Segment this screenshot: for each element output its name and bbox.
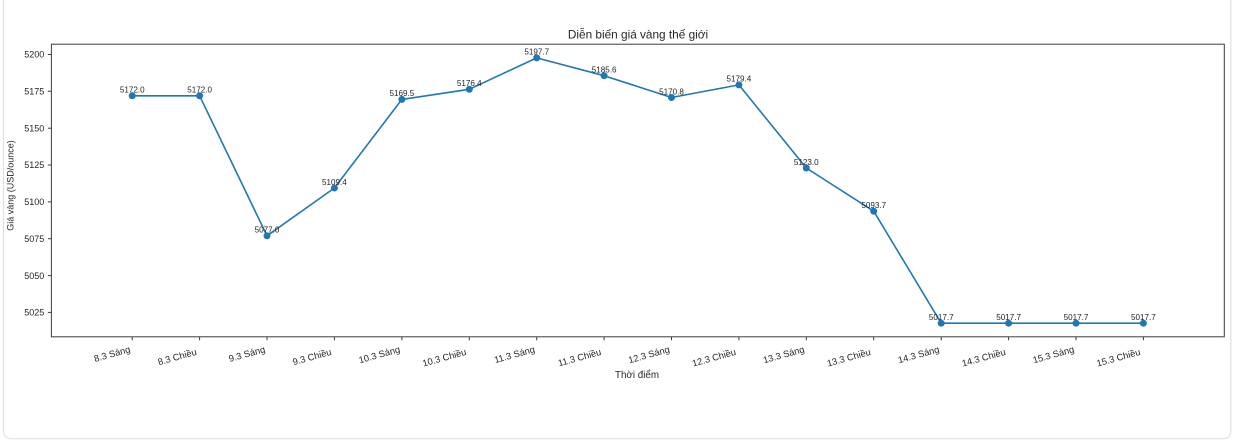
svg-text:5176.4: 5176.4 — [457, 79, 482, 88]
svg-text:8.3 Chiều: 8.3 Chiều — [157, 347, 198, 367]
svg-text:5200: 5200 — [24, 50, 44, 60]
svg-text:10.3 Chiều: 10.3 Chiều — [421, 347, 467, 369]
svg-text:5093.7: 5093.7 — [861, 201, 886, 210]
svg-text:5025: 5025 — [24, 308, 44, 318]
svg-text:Giá vàng (USD/ounce): Giá vàng (USD/ounce) — [5, 140, 15, 231]
svg-text:5017.7: 5017.7 — [996, 313, 1021, 322]
svg-text:5075: 5075 — [24, 234, 44, 244]
svg-text:5017.7: 5017.7 — [929, 313, 954, 322]
svg-text:8.3 Sáng: 8.3 Sáng — [93, 344, 132, 364]
svg-text:15.3 Sáng: 15.3 Sáng — [1032, 344, 1076, 365]
svg-text:5077.0: 5077.0 — [255, 226, 280, 235]
svg-text:12.3 Sáng: 12.3 Sáng — [627, 344, 671, 365]
svg-text:5179.4: 5179.4 — [727, 75, 752, 84]
svg-text:5109.4: 5109.4 — [322, 178, 347, 187]
svg-text:14.3 Sáng: 14.3 Sáng — [897, 344, 941, 365]
svg-text:5197.7: 5197.7 — [524, 48, 549, 57]
svg-text:5172.0: 5172.0 — [120, 86, 145, 95]
svg-text:11.3 Sáng: 11.3 Sáng — [493, 344, 536, 365]
svg-text:5100: 5100 — [24, 197, 44, 207]
svg-text:5175: 5175 — [24, 87, 44, 97]
svg-text:11.3 Chiều: 11.3 Chiều — [557, 347, 602, 368]
svg-text:12.3 Chiều: 12.3 Chiều — [691, 347, 737, 369]
svg-text:9.3 Chiều: 9.3 Chiều — [291, 347, 332, 367]
svg-text:Thời điểm: Thời điểm — [615, 370, 659, 381]
svg-text:5170.8: 5170.8 — [659, 87, 684, 96]
svg-text:5125: 5125 — [24, 160, 44, 170]
svg-text:10.3 Sáng: 10.3 Sáng — [358, 344, 402, 365]
svg-text:13.3 Sáng: 13.3 Sáng — [762, 344, 806, 365]
svg-text:14.3 Chiều: 14.3 Chiều — [961, 347, 1007, 369]
svg-text:13.3 Chiều: 13.3 Chiều — [826, 347, 872, 369]
svg-text:5017.7: 5017.7 — [1064, 313, 1089, 322]
svg-text:5172.0: 5172.0 — [187, 86, 212, 95]
svg-text:5169.5: 5169.5 — [390, 89, 415, 98]
svg-text:Diễn biến giá vàng thế giới: Diễn biến giá vàng thế giới — [568, 27, 708, 41]
svg-text:15.3 Chiều: 15.3 Chiều — [1096, 347, 1142, 369]
svg-text:5050: 5050 — [24, 271, 44, 281]
svg-text:5185.6: 5185.6 — [592, 66, 617, 75]
svg-text:5123.0: 5123.0 — [794, 158, 819, 167]
svg-text:5150: 5150 — [24, 123, 44, 133]
svg-text:5017.7: 5017.7 — [1131, 313, 1156, 322]
svg-text:9.3 Sáng: 9.3 Sáng — [228, 344, 267, 364]
